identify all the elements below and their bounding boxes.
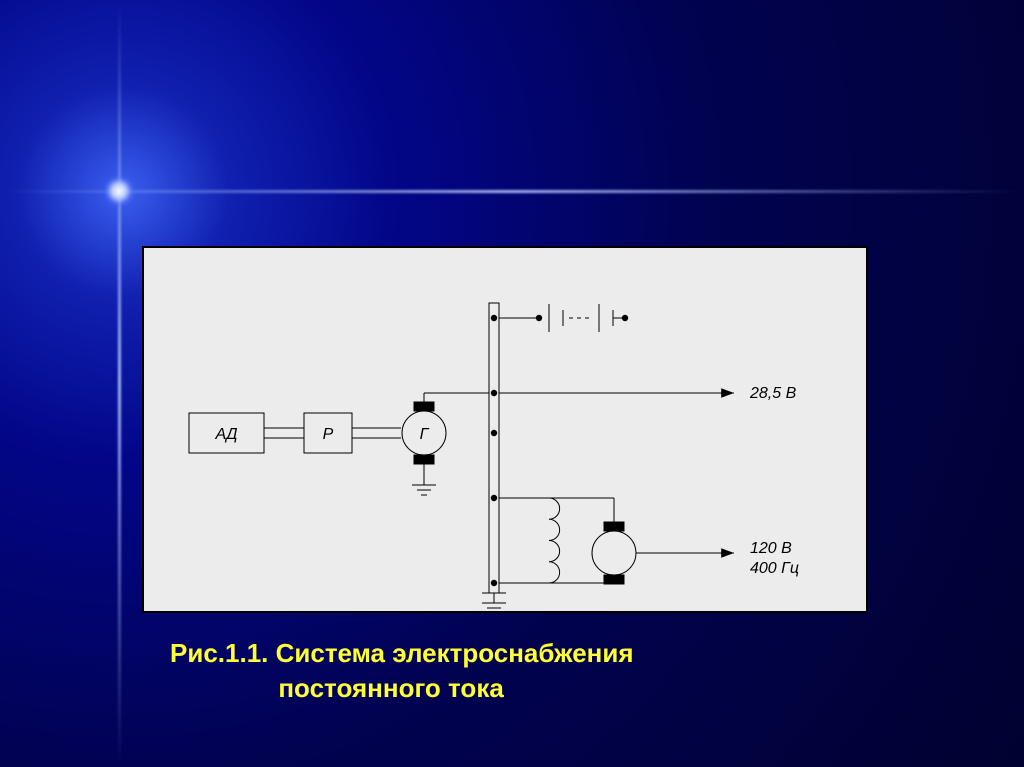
flare-core [104, 176, 134, 206]
svg-text:120 В: 120 В [750, 540, 792, 557]
svg-text:Р: Р [323, 426, 334, 443]
diagram-frame: АД Р Г 28,5 В 120 В 400 Гц [142, 246, 868, 613]
svg-text:Г: Г [420, 426, 430, 443]
circuit-diagram: АД Р Г 28,5 В 120 В 400 Гц [144, 248, 866, 611]
flare-vertical [118, 0, 121, 767]
figure-caption: Рис.1.1. Система электроснабжения постоя… [170, 636, 634, 706]
flare-horizontal [0, 190, 1024, 193]
svg-text:АД: АД [214, 426, 237, 443]
svg-text:28,5 В: 28,5 В [749, 385, 797, 402]
svg-text:400 Гц: 400 Гц [750, 560, 799, 577]
